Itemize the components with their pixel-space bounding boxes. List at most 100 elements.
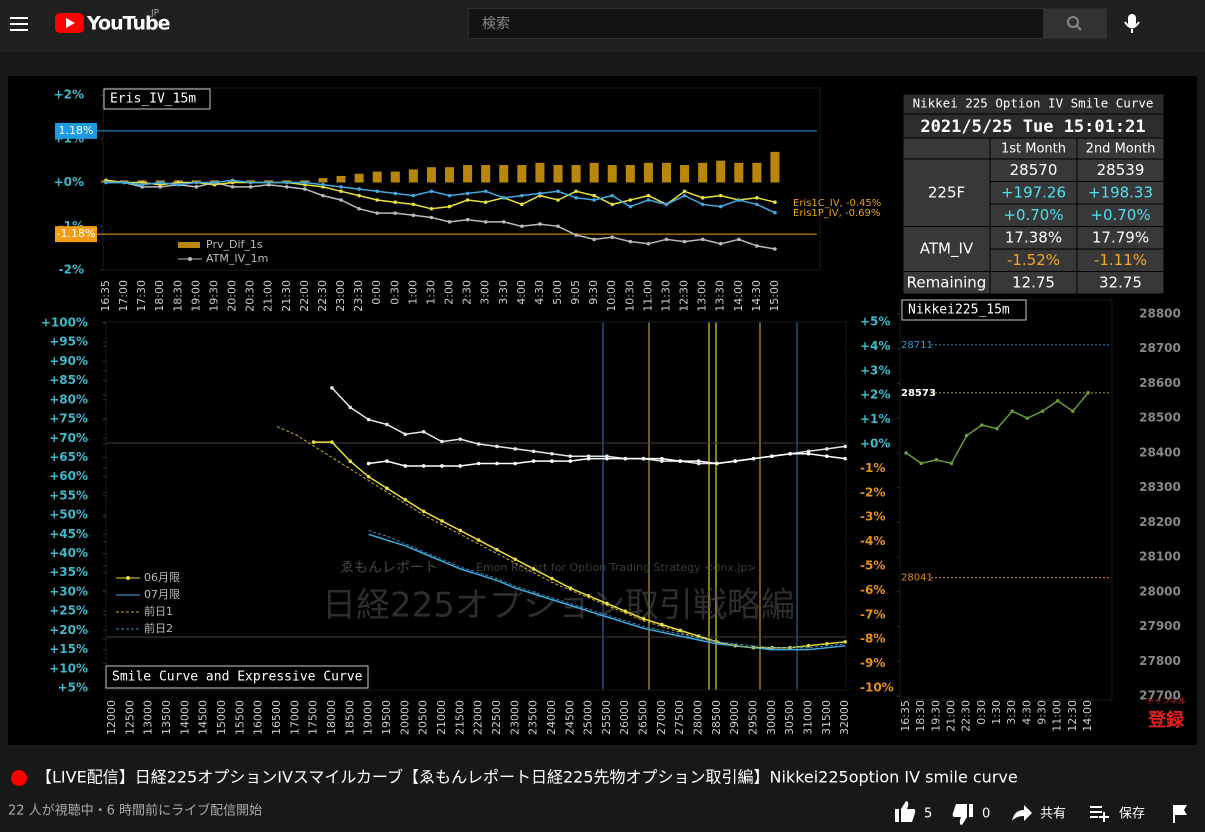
table-value: 17.79% [1092,228,1149,246]
x-tick-label: 29000 [728,700,741,735]
share-button[interactable]: 共有 [1012,805,1066,822]
series-marker [303,180,307,185]
series-marker [586,456,591,461]
x-tick-label: 31500 [820,700,833,735]
series-marker [458,528,463,533]
series-marker [411,213,416,218]
video-meta: 22 人が視聴中・6 時間前にライブ配信開始 [8,803,262,819]
y-tick-label: +2% [860,388,890,402]
like-icon [895,801,916,822]
series-marker [773,200,777,204]
series-marker [429,206,434,211]
menu-bar [10,17,28,19]
subscribe-button[interactable]: 登録 [1147,709,1185,731]
table-value: -1.11% [1094,251,1147,269]
series-marker [646,193,651,198]
annotation: Eris1C_IV, -0.45% [793,198,881,209]
y-tick-label: +0% [860,437,890,451]
y-tick-label: 28300 [1139,480,1181,494]
x-tick-label: 11:00 [1051,700,1064,732]
series-marker [465,217,470,222]
series-marker [366,474,371,479]
x-tick-label: 25000 [582,700,595,735]
series-marker [513,557,518,562]
x-tick-label: 22:30 [316,280,329,312]
logo[interactable]: YouTube JP [55,9,171,35]
series-marker [660,622,664,627]
x-tick-label: 18000 [325,700,338,735]
x-tick-label: 15:00 [768,280,781,312]
series-marker [718,204,723,209]
y-tick-label: +40% [49,546,88,560]
series-marker [194,180,199,185]
series-marker [411,202,416,207]
x-tick-label: 14000 [178,700,191,735]
save-icon [1090,806,1102,808]
table-datetime: 2021/5/25 Tue 15:01:21 [920,117,1145,137]
series-marker [700,202,705,207]
mic-button[interactable] [1124,14,1140,33]
series-marker [628,239,633,244]
dislike-button[interactable]: 0 [952,804,991,825]
series-marker [610,235,615,239]
series-marker [770,454,774,459]
series-marker [660,456,664,461]
y-tick-label: +30% [49,584,88,598]
save-icon [1090,811,1102,813]
x-tick-label: 27000 [655,700,668,735]
x-tick-label: 14:30 [750,280,763,312]
bar [643,162,653,183]
x-tick-label: 22000 [472,700,485,735]
bar [372,171,382,183]
menu-bar [10,23,28,25]
series-marker [303,187,307,191]
series-marker [495,444,499,449]
report-button[interactable] [1173,805,1187,823]
table-date-bg [902,113,1165,139]
x-tick-label: 32000 [838,700,851,735]
series-marker [550,459,554,463]
x-tick-label: 3:30 [1005,700,1018,725]
series-marker [568,586,573,590]
chart-title: Smile Curve and Expressive Curve [112,670,363,685]
x-tick-label: 21500 [453,700,466,735]
series-marker [465,191,470,196]
search-icon [1067,16,1079,28]
table-cell [902,137,991,160]
x-tick-label: 27500 [673,700,686,735]
search-box[interactable] [468,8,1044,39]
series-marker [339,189,343,194]
series-marker [623,456,628,461]
logo-play [66,18,75,28]
x-tick-label: 14:00 [732,280,745,312]
series-marker [556,189,560,194]
series-marker [520,193,524,198]
series-marker [592,237,596,242]
x-tick-label: 13000 [142,700,155,735]
series-marker [715,461,719,466]
x-tick-label: 23000 [508,700,521,735]
series-marker [1086,391,1090,395]
x-tick-label: 15500 [233,700,246,735]
x-tick-label: 25500 [600,700,613,735]
save-button[interactable]: 保存 [1090,806,1145,822]
search-button[interactable] [1043,8,1107,39]
y-tick-label: +35% [49,565,88,579]
series-marker [339,198,343,202]
x-tick-label: 23:30 [352,280,365,312]
search-button-bg [1043,8,1107,39]
legend-label: ATM_IV_1m [206,252,268,265]
subscribe-label[interactable]: チャンネル [1146,697,1186,706]
chart-title: Nikkei225_15m [908,303,1010,318]
bar [752,162,762,183]
menu-button[interactable] [10,17,28,31]
series-marker [330,440,334,444]
series-marker [592,193,596,198]
flag-icon [1175,805,1187,815]
series-marker [158,180,163,185]
x-tick-label: 1:30 [990,700,1003,725]
series-line [106,179,776,214]
series-marker [806,451,811,456]
like-button[interactable]: 5 [895,801,932,822]
table-row-label: ATM_IV [920,240,974,259]
